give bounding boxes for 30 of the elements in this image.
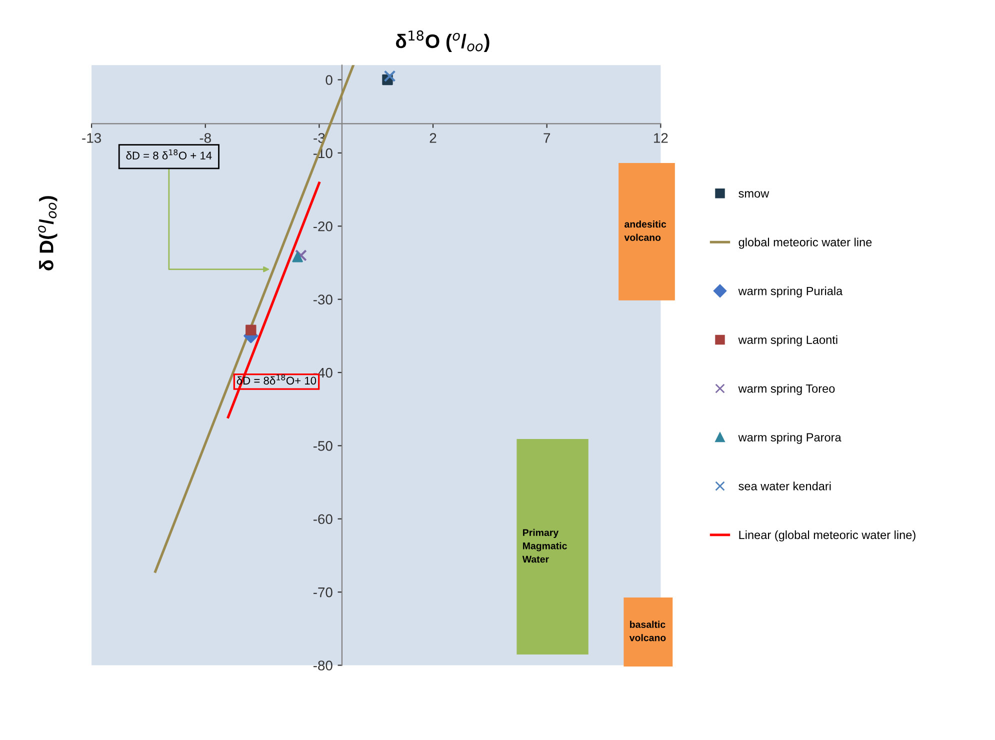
annotation: δD = 8 δ$^{18}$O + 14 — [126, 149, 212, 160]
chart-title: δ$^{18}$O ($^{o}$/$_{oo}$) — [396, 30, 490, 52]
y-tick-label: -70 — [313, 587, 332, 598]
y-axis-title: δ D($^{o}$/$_{oo}$) — [38, 196, 58, 270]
x-tick-label: -13 — [82, 133, 101, 143]
legend-label: warm spring Laonti — [738, 335, 838, 346]
annotation: andesitic volcano — [624, 220, 666, 241]
annotation: Primary Magmatic Water — [522, 528, 567, 563]
legend-label: sea water kendari — [738, 482, 831, 490]
point — [246, 324, 256, 336]
legend-label: Linear (global meteoric water line) — [739, 530, 916, 542]
legend-label: warm spring Parora — [738, 432, 842, 444]
point — [295, 249, 307, 262]
y-tick-label: 0 — [326, 75, 332, 85]
legend-label: warm spring Toreo — [738, 384, 835, 396]
y-tick-label: -60 — [313, 514, 332, 524]
x-tick-label: 12 — [654, 133, 668, 143]
x-tick-label: 2 — [430, 133, 436, 143]
point — [384, 70, 396, 82]
legend-label: smow — [738, 191, 770, 198]
y-tick-label: -20 — [313, 221, 332, 232]
y-tick-label: -80 — [313, 660, 332, 670]
legend-label: warm spring Puriala — [738, 286, 843, 298]
x-tick-label: 7 — [544, 133, 550, 143]
x-tick-label: -8 — [200, 133, 211, 143]
y-tick-label: -30 — [313, 294, 332, 304]
legend-label: global meteoric water line — [738, 238, 872, 249]
y-tick-label: -50 — [313, 441, 332, 451]
point — [292, 252, 303, 262]
annotation: basaltic volcano — [629, 620, 666, 642]
